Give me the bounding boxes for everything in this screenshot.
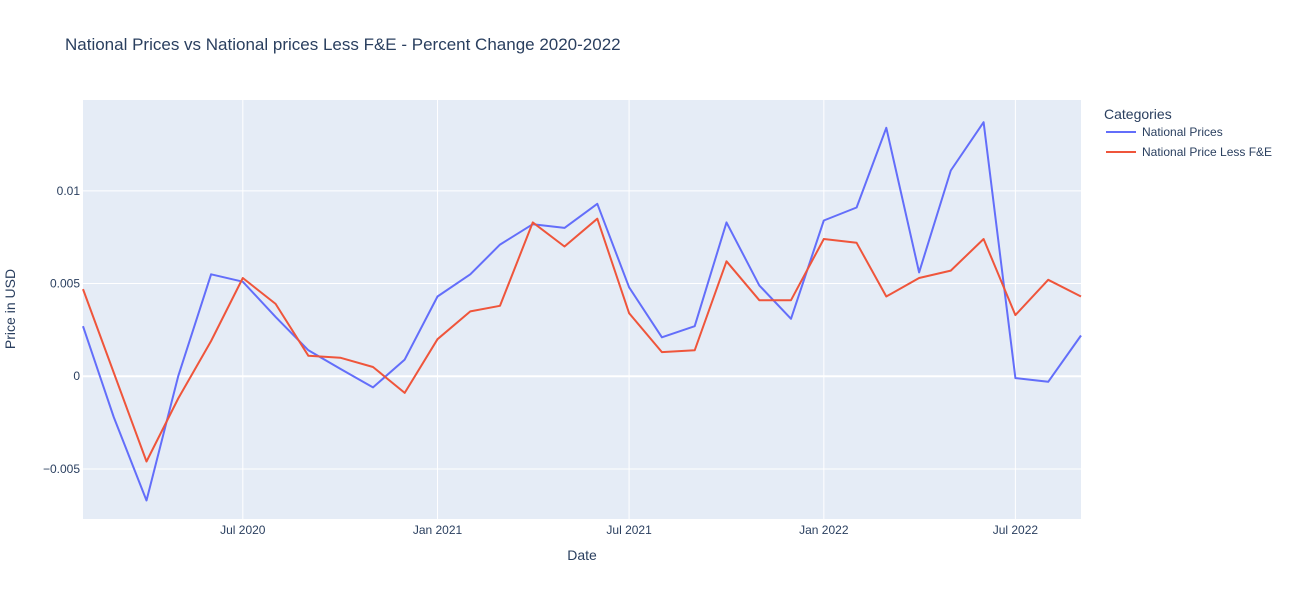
x-axis-title: Date [567, 547, 597, 563]
series-line-2 [82, 217, 1082, 463]
x-tick-label: Jul 2021 [606, 523, 652, 537]
y-tick-label: 0.005 [50, 277, 80, 291]
chart-title: National Prices vs National prices Less … [65, 35, 621, 54]
legend-label: National Price Less F&E [1142, 145, 1272, 159]
x-tick-label: Jul 2022 [993, 523, 1039, 537]
series-line-1 [82, 121, 1082, 502]
y-tick-label: 0.01 [57, 184, 81, 198]
series-lines [82, 121, 1082, 502]
gridlines [83, 100, 1081, 519]
x-tick-label: Jan 2021 [413, 523, 463, 537]
legend-title: Categories [1104, 106, 1172, 122]
legend-items[interactable]: National Prices National Price Less F&E [1106, 125, 1272, 159]
x-tick-label: Jan 2022 [799, 523, 849, 537]
x-tick-label: Jul 2020 [220, 523, 266, 537]
legend-item-2[interactable]: National Price Less F&E [1106, 145, 1272, 159]
legend-item-1[interactable]: National Prices [1106, 125, 1223, 139]
axis-ticks: Jul 2020 Jan 2021 Jul 2021 Jan 2022 Jul 2022… [43, 184, 1038, 537]
y-tick-label: 0 [73, 369, 80, 383]
y-tick-label: −0.005 [43, 462, 80, 476]
y-axis-title: Price in USD [2, 269, 18, 349]
plot-area [83, 100, 1081, 519]
legend-label: National Prices [1142, 125, 1223, 139]
